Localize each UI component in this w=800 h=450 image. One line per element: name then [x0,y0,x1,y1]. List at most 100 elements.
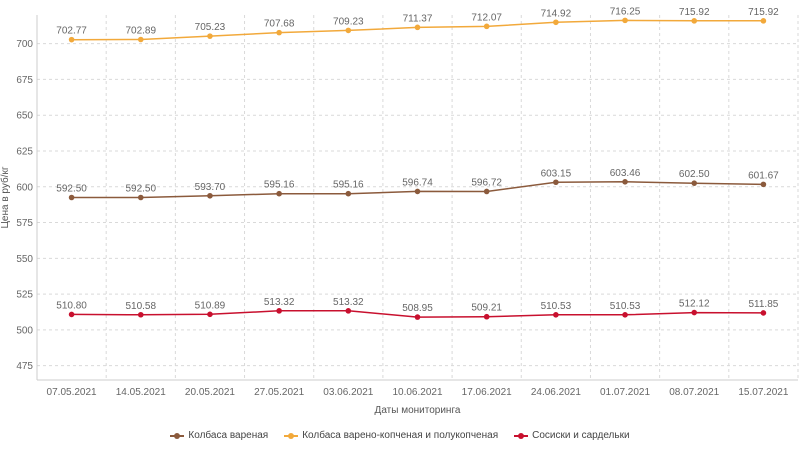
y-tick-label: 575 [16,218,33,229]
data-label: 714.92 [541,8,572,19]
x-tick-label: 15.07.2021 [738,387,788,398]
series-layer [68,17,767,320]
y-tick-label: 675 [16,75,33,86]
data-label: 715.92 [679,7,710,18]
data-label: 601.67 [748,170,779,181]
y-tick-label: 500 [16,325,33,336]
data-label: 510.53 [541,301,572,312]
x-tick-label: 01.07.2021 [600,387,650,398]
data-label: 509.21 [471,303,502,314]
data-label: 510.80 [56,300,87,311]
series-0-point [137,194,144,201]
legend-label: Колбаса варено-копченая и полукопченая [302,430,499,441]
series-1-point [414,24,421,31]
y-tick-label: 475 [16,361,33,372]
data-label: 602.50 [679,169,710,180]
series-2-point [691,309,698,316]
series-0-point [345,190,352,197]
series-2-point [622,312,628,318]
series-2-point [207,311,213,318]
data-label: 715.92 [748,7,779,18]
y-tick-label: 650 [16,111,33,122]
x-tick-label: 14.05.2021 [116,387,166,398]
legend-label: Сосиски и сардельки [532,430,630,441]
series-2-point [553,312,559,318]
data-label: 603.46 [610,168,641,179]
series-2-point [483,313,490,320]
data-label: 595.16 [264,180,295,191]
series-1-point [68,36,75,43]
data-label: 596.74 [402,177,433,188]
data-label: 596.72 [471,177,502,188]
data-label: 711.37 [403,13,433,24]
y-tick-label: 625 [16,146,33,157]
legend-marker-icon [170,431,185,441]
series-1-point [207,33,213,39]
data-label: 702.89 [125,25,156,36]
data-label: 592.50 [56,184,87,195]
series-0-point [691,180,698,186]
series-1-point [760,18,767,24]
data-label: 510.58 [125,301,156,312]
series-2-point [137,311,144,318]
series-1-point [483,23,490,30]
data-label: 712.07 [471,12,502,23]
x-tick-label: 27.05.2021 [254,387,304,398]
data-label: 508.95 [402,303,433,314]
series-0-point [622,179,628,185]
data-label: 511.85 [748,299,778,310]
series-2-point [760,310,767,316]
legend-item-series-1[interactable]: Колбаса варено-копченая и полукопченая [284,430,498,441]
y-tick-label: 700 [16,39,33,50]
series-0-point [207,192,213,199]
series-2-point [276,308,282,314]
series-0-point [68,194,75,201]
data-label: 603.15 [541,168,572,179]
series-1-point [691,18,698,24]
series-0-point [483,188,490,195]
legend-marker-icon [514,431,529,441]
y-tick-label: 550 [16,254,33,265]
series-0-point [760,181,767,188]
data-label: 510.53 [610,301,641,312]
series-1-point [137,36,144,43]
data-labels: 592.50 592.50 593.70 595.16 595.16 596.74 596.… [56,6,779,314]
axes: 475 500 525 550 575 600 625 650 675 700 07.05.2021… [16,15,798,398]
series-2-point [68,311,75,318]
x-tick-label: 10.06.2021 [392,387,442,398]
x-tick-label: 07.05.2021 [47,387,97,398]
data-label: 513.32 [333,297,364,308]
x-axis-title: Даты мониторинга [375,405,461,416]
data-label: 707.68 [264,19,295,30]
data-label: 512.12 [679,299,710,310]
y-axis-title: Цена в руб/кг [0,166,11,228]
data-label: 716.25 [610,6,641,17]
series-0-point [553,179,559,186]
x-tick-label: 17.06.2021 [462,387,512,398]
series-1-point [345,27,352,34]
data-label: 595.16 [333,180,364,191]
legend: Колбаса вареная Колбаса варено-копченая … [0,430,800,441]
x-tick-label: 03.06.2021 [323,387,373,398]
series-2-point [414,314,421,320]
y-tick-label: 525 [16,290,33,301]
x-tick-label: 20.05.2021 [185,387,235,398]
data-label: 709.23 [333,16,364,27]
x-tick-label: 24.06.2021 [531,387,581,398]
legend-item-series-0[interactable]: Колбаса вареная [170,430,268,441]
y-tick-label: 600 [16,182,33,193]
grid [37,15,799,380]
data-label: 705.23 [195,22,226,33]
series-1-point [622,17,628,24]
data-label: 593.70 [195,182,226,193]
legend-label: Колбаса вареная [188,430,269,441]
x-tick-label: 08.07.2021 [669,387,719,398]
data-label: 513.32 [264,297,295,308]
series-1-point [276,29,282,36]
series-0-point [414,188,421,195]
legend-item-series-2[interactable]: Сосиски и сардельки [514,430,630,441]
series-2-point [345,308,352,314]
series-1-point [553,19,559,26]
data-label: 592.50 [125,184,156,195]
